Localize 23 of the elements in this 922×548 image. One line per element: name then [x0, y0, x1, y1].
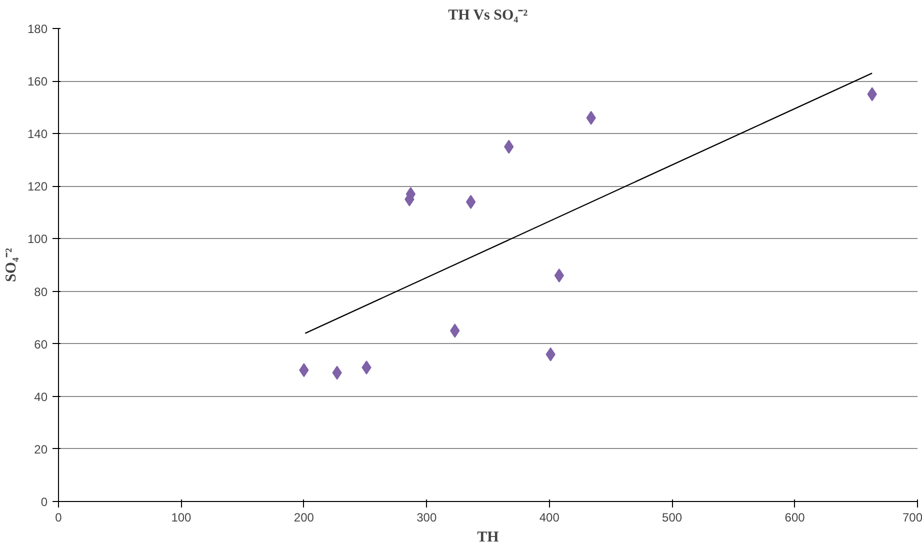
y-tick-label: 20: [34, 442, 48, 456]
x-tick-label: 300: [416, 510, 437, 524]
x-tick-label: 600: [784, 510, 806, 524]
y-tick-label: 120: [27, 180, 48, 194]
y-tick-label: 100: [27, 232, 48, 246]
y-tick-label: 60: [34, 337, 48, 352]
y-tick-label: 0: [40, 495, 48, 509]
point: [554, 268, 564, 283]
y-axis-title: SO₄⁻²: [3, 247, 20, 282]
x-tick-label: 400: [539, 510, 560, 524]
y-tick-label: 180: [27, 22, 48, 36]
x-tick-label: 0: [55, 510, 62, 524]
x-tick-label: 500: [662, 510, 682, 524]
y-tick-label: 40: [34, 390, 48, 404]
y-tick-label: 160: [27, 74, 48, 89]
y-tick-label: 140: [27, 127, 48, 142]
y-tick-label: 80: [34, 284, 48, 299]
x-tick-label: 700: [902, 510, 922, 524]
x-tick-label: 100: [171, 510, 192, 524]
x-tick-label: 200: [294, 510, 314, 524]
point: [466, 194, 476, 209]
x-axis-title: TH: [477, 530, 500, 546]
chart-title: TH Vs SO₄⁻²: [448, 8, 528, 24]
